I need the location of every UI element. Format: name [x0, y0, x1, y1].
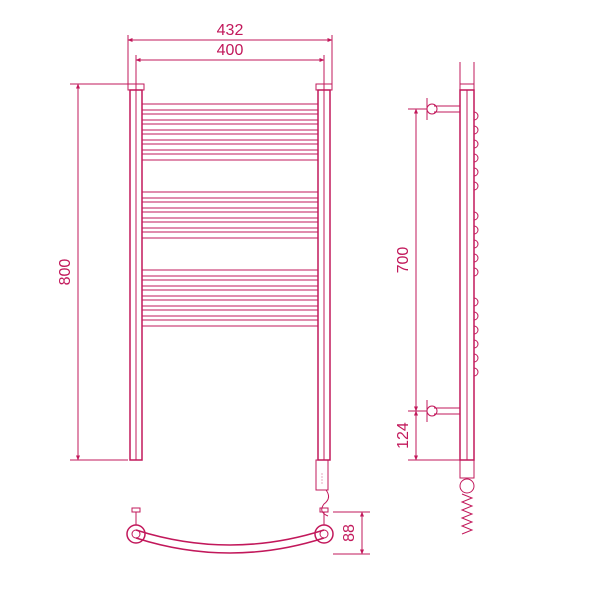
dim-bottom-offset: 124: [395, 422, 412, 449]
dim-bar-width: 400: [217, 42, 244, 59]
dimension-drawing: 432 400 800 700 124 88: [0, 0, 600, 600]
dim-mount-spacing: 700: [395, 247, 412, 274]
dim-overall-height: 800: [57, 259, 74, 286]
dim-depth: 88: [341, 524, 358, 542]
dim-overall-width: 432: [217, 22, 244, 39]
